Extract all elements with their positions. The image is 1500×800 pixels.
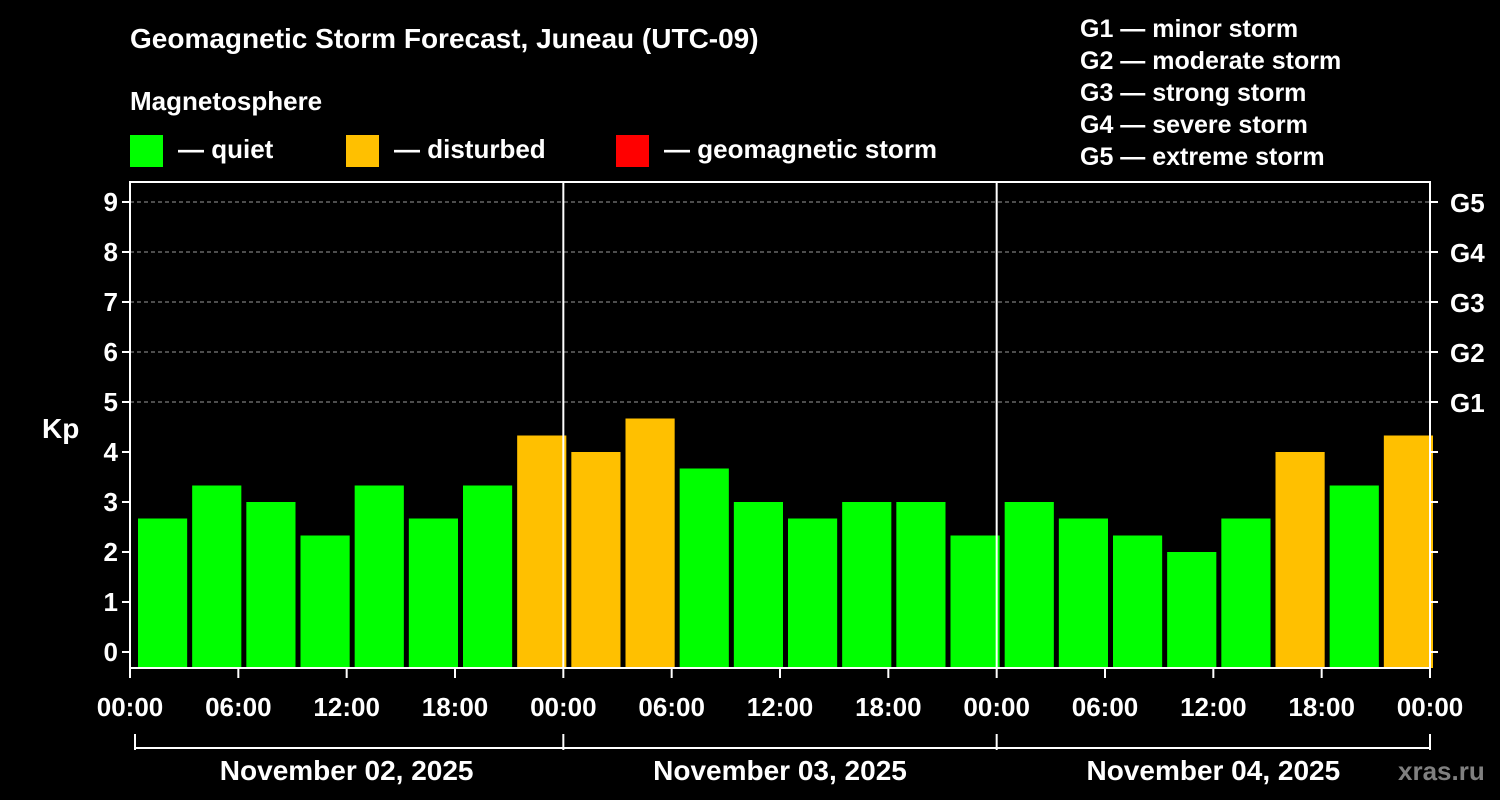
kp-bar — [625, 418, 675, 668]
legend-swatch-storm — [616, 135, 649, 167]
g-scale-label: G2 — [1450, 338, 1485, 368]
y-tick-label: 8 — [104, 237, 118, 267]
y-tick-label: 4 — [104, 437, 119, 467]
day-labels: November 02, 2025 November 03, 2025 Novemb… — [134, 734, 1431, 786]
x-tick-label: 00:00 — [963, 692, 1030, 722]
kp-bar — [571, 452, 621, 668]
legend-label-disturbed: — disturbed — [394, 134, 546, 164]
x-tick-label: 18:00 — [855, 692, 922, 722]
storm-scale-g5: G5 — extreme storm — [1080, 143, 1325, 171]
storm-scale-g2: G2 — moderate storm — [1080, 47, 1341, 75]
x-axis-ticks: 00:00 06:00 12:00 18:00 00:00 06:00 12:00 18:00… — [97, 668, 1464, 722]
g-scale-label: G1 — [1450, 388, 1485, 418]
kp-bar — [300, 535, 350, 668]
bars — [138, 418, 1433, 668]
y-tick-label: 3 — [104, 487, 118, 517]
day-label: November 03, 2025 — [653, 755, 907, 786]
kp-bar — [354, 485, 404, 668]
kp-bar — [950, 535, 1000, 668]
x-tick-label: 12:00 — [747, 692, 814, 722]
storm-scale-g3: G3 — strong storm — [1080, 79, 1306, 107]
storm-scale-g4: G4 — severe storm — [1080, 111, 1308, 139]
kp-bar — [896, 502, 946, 668]
y-axis-ticks: 0 1 2 3 4 5 6 7 8 9 — [104, 187, 130, 667]
x-tick-label: 06:00 — [638, 692, 705, 722]
g-scale-label: G5 — [1450, 188, 1485, 218]
kp-bar — [246, 502, 296, 668]
x-tick-label: 12:00 — [1180, 692, 1247, 722]
x-tick-label: 18:00 — [1288, 692, 1355, 722]
kp-bar — [1383, 435, 1433, 668]
kp-bar — [1058, 518, 1108, 668]
storm-scale-legend: G1 — minor storm G2 — moderate storm G3 … — [1080, 15, 1341, 171]
y-tick-label: 9 — [104, 187, 118, 217]
kp-bar — [1329, 485, 1379, 668]
kp-bar — [463, 485, 513, 668]
storm-scale-g1: G1 — minor storm — [1080, 15, 1298, 43]
watermark: xras.ru — [1398, 756, 1485, 786]
kp-bar — [192, 485, 242, 668]
kp-bar — [1275, 452, 1325, 668]
y-tick-label: 7 — [104, 287, 118, 317]
x-tick-label: 12:00 — [313, 692, 380, 722]
legend: — quiet — disturbed — geomagnetic storm — [130, 134, 937, 167]
kp-bar — [517, 435, 567, 668]
y-tick-label: 6 — [104, 337, 118, 367]
x-tick-label: 18:00 — [422, 692, 489, 722]
y-axis-label: Kp — [42, 413, 79, 444]
g-scale-label: G3 — [1450, 288, 1485, 318]
legend-label-quiet: — quiet — [178, 134, 274, 164]
kp-bar — [1004, 502, 1054, 668]
x-tick-label: 06:00 — [1072, 692, 1139, 722]
y-tick-label: 0 — [104, 637, 118, 667]
g-scale-label: G4 — [1450, 238, 1485, 268]
kp-bar — [733, 502, 783, 668]
legend-swatch-quiet — [130, 135, 163, 167]
x-tick-label: 00:00 — [1397, 692, 1464, 722]
kp-bar — [138, 518, 188, 668]
x-tick-label: 00:00 — [530, 692, 597, 722]
legend-label-storm: — geomagnetic storm — [664, 134, 937, 164]
gridlines — [130, 201, 1430, 403]
kp-bar — [1113, 535, 1163, 668]
x-tick-label: 06:00 — [205, 692, 272, 722]
x-tick-label: 00:00 — [97, 692, 164, 722]
day-label: November 02, 2025 — [220, 755, 474, 786]
y-tick-label: 2 — [104, 537, 118, 567]
legend-swatch-disturbed — [346, 135, 379, 167]
y-tick-label: 1 — [104, 587, 118, 617]
kp-bar — [408, 518, 458, 668]
kp-bar — [1221, 518, 1271, 668]
right-axis-ticks: G1 G2 G3 G4 G5 — [1430, 188, 1485, 653]
y-tick-label: 5 — [104, 387, 118, 417]
day-dividers — [562, 182, 998, 668]
kp-bar — [788, 518, 838, 668]
day-label: November 04, 2025 — [1086, 755, 1340, 786]
kp-bar — [842, 502, 892, 668]
kp-bar — [679, 468, 729, 668]
kp-bar — [1167, 552, 1217, 668]
legend-heading: Magnetosphere — [130, 86, 322, 116]
chart-title: Geomagnetic Storm Forecast, Juneau (UTC-… — [130, 23, 759, 54]
